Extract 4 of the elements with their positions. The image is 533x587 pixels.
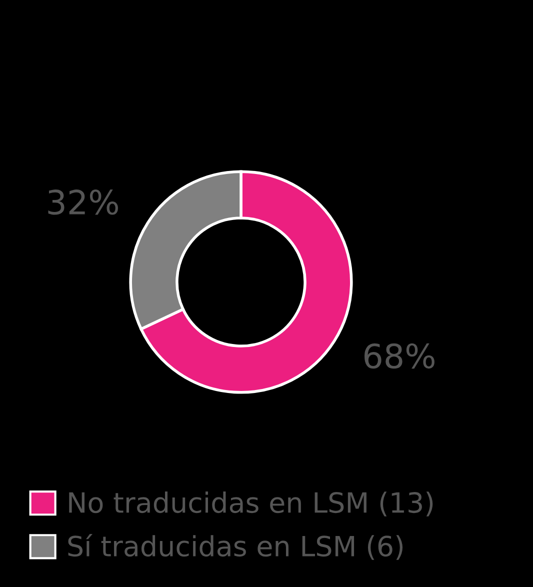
- legend-label: Sí traducidas en LSM (6): [68, 534, 403, 560]
- data-label: 68%: [364, 343, 434, 369]
- data-label: 32%: [48, 190, 118, 215]
- legend-label: No traducidas en LSM (13): [69, 492, 433, 516]
